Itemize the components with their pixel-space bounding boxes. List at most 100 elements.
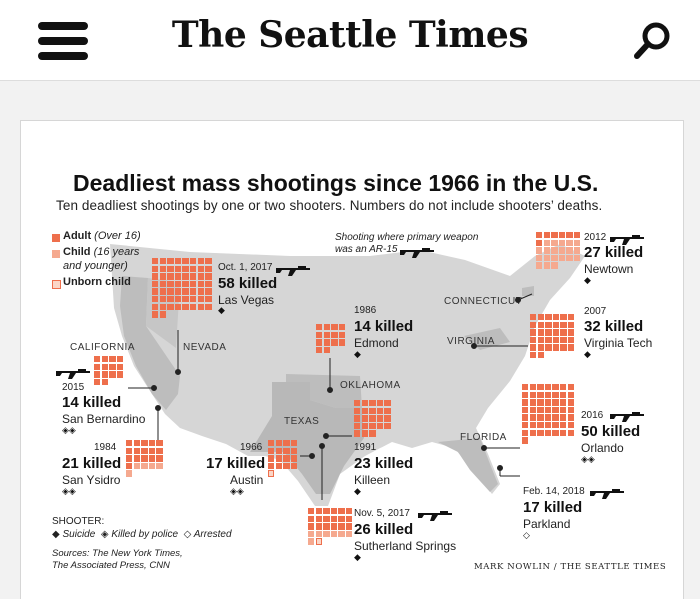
victim-cell-adult (530, 314, 537, 321)
victim-cell-child (558, 254, 566, 262)
victim-cell-adult (331, 324, 338, 331)
victim-cell-adult (384, 400, 391, 407)
victim-cell-child (308, 530, 315, 538)
victim-cell-adult (522, 406, 529, 414)
victim-cell-adult (354, 415, 361, 422)
victim-cell-adult (290, 462, 298, 470)
orlando-date: 2016 (581, 410, 604, 421)
victim-cell-adult (552, 422, 559, 429)
us-land (110, 244, 585, 506)
victim-cell-adult (552, 344, 560, 351)
victim-cell-adult (537, 336, 544, 344)
victim-cell-child (536, 262, 543, 269)
victim-cell-adult (167, 296, 174, 303)
victim-cell-adult (522, 414, 529, 421)
ar15-rifle-icon (610, 410, 644, 422)
victim-cell-adult (197, 265, 204, 272)
victim-cell-adult (537, 344, 544, 351)
victim-cell-adult (116, 356, 124, 363)
victim-cell-adult (182, 265, 189, 272)
victim-cell-adult (354, 400, 361, 407)
victim-cell-adult (545, 344, 552, 351)
sources-line1: Sources: The New York Times, (52, 548, 183, 559)
parkland-killed: 17 killed (523, 499, 583, 516)
victim-cell-adult (323, 324, 330, 331)
victim-cell-adult (323, 508, 330, 515)
victim-cell-adult (567, 414, 574, 421)
hamburger-menu-icon[interactable] (38, 22, 88, 60)
victim-cell-adult (275, 462, 282, 470)
victim-cell-adult (101, 356, 108, 363)
victim-cell-child (156, 462, 163, 470)
victim-cell-adult (530, 352, 537, 359)
masthead-logo[interactable]: The Seattle Times (171, 14, 529, 56)
victim-cell-adult (338, 331, 346, 338)
victim-cell-adult (536, 232, 543, 239)
victim-cell-adult (167, 273, 174, 280)
killeen-place: Killeen (354, 473, 391, 487)
victim-cell-adult (537, 399, 544, 406)
victim-cell-adult (544, 429, 552, 436)
state-california: CALIFORNIA (70, 342, 136, 353)
victim-cell-adult (323, 331, 330, 338)
legend-unborn-swatch (52, 280, 61, 289)
victim-cell-child (551, 239, 558, 246)
victim-cell-adult (560, 422, 567, 429)
victim-cell-adult (316, 339, 323, 346)
ar15-rifle-icon (276, 264, 310, 276)
victim-cell-adult (316, 324, 323, 331)
top-navigation-bar: The Seattle Times (0, 0, 700, 81)
victim-cell-adult (369, 407, 376, 414)
victim-cell-adult (361, 415, 368, 422)
victim-cell-adult (133, 447, 140, 454)
victim-cell-adult (156, 440, 163, 447)
shooter-outcome-suicide-icon: ◆ (584, 276, 591, 286)
victim-cell-adult (369, 430, 376, 437)
victim-cell-adult (182, 303, 189, 310)
victim-cell-adult (560, 336, 567, 344)
victim-cell-adult (338, 339, 346, 346)
victim-cell-child (330, 530, 338, 538)
victim-cell-adult (141, 447, 148, 454)
victim-cell-adult (552, 391, 559, 398)
victim-cell-child (551, 262, 558, 269)
victim-cell-adult (315, 508, 322, 515)
victim-cell-adult (560, 384, 567, 391)
victim-cell-child (558, 247, 566, 254)
victim-cell-child (315, 530, 322, 538)
sanbernardino-place: San Bernardino (62, 412, 146, 426)
victim-cell-adult (530, 329, 537, 336)
victim-cell-adult (376, 415, 384, 422)
victim-cell-adult (529, 414, 536, 421)
victim-cell-adult (190, 258, 197, 265)
victim-cell-child (346, 530, 353, 538)
victim-cell-adult (152, 296, 159, 303)
victim-cell-unborn (315, 538, 322, 545)
victim-cell-child (133, 462, 140, 470)
search-icon[interactable] (632, 20, 674, 62)
ar15-rifle-icon (590, 487, 624, 499)
victim-cell-adult (537, 391, 544, 398)
victim-cell-adult (330, 523, 338, 530)
newtown-date: 2012 (584, 232, 607, 243)
victim-cell-adult (316, 331, 323, 338)
victim-cell-adult (522, 391, 529, 398)
victim-cell-adult (560, 399, 567, 406)
state-oklahoma: OKLAHOMA (340, 380, 401, 391)
ar15-note-line1: Shooting where primary weapon (335, 232, 479, 243)
victim-cell-adult (537, 314, 544, 321)
legend-child-note: and younger) (63, 260, 128, 272)
victim-cell-adult (268, 447, 275, 454)
sources-line2: The Associated Press, CNN (52, 560, 170, 571)
victim-cell-adult (182, 273, 189, 280)
victim-cell-child (323, 530, 330, 538)
victim-cell-adult (308, 523, 315, 530)
victim-cell-adult (384, 407, 391, 414)
shooter-outcome-police-icon: ◈◈ (62, 426, 76, 436)
edmond-date: 1986 (354, 305, 377, 316)
victim-cell-adult (560, 414, 567, 421)
victim-cell-child (536, 247, 543, 254)
state-texas: TEXAS (284, 416, 320, 427)
victim-cell-adult (159, 265, 166, 272)
victim-cell-adult (544, 384, 552, 391)
